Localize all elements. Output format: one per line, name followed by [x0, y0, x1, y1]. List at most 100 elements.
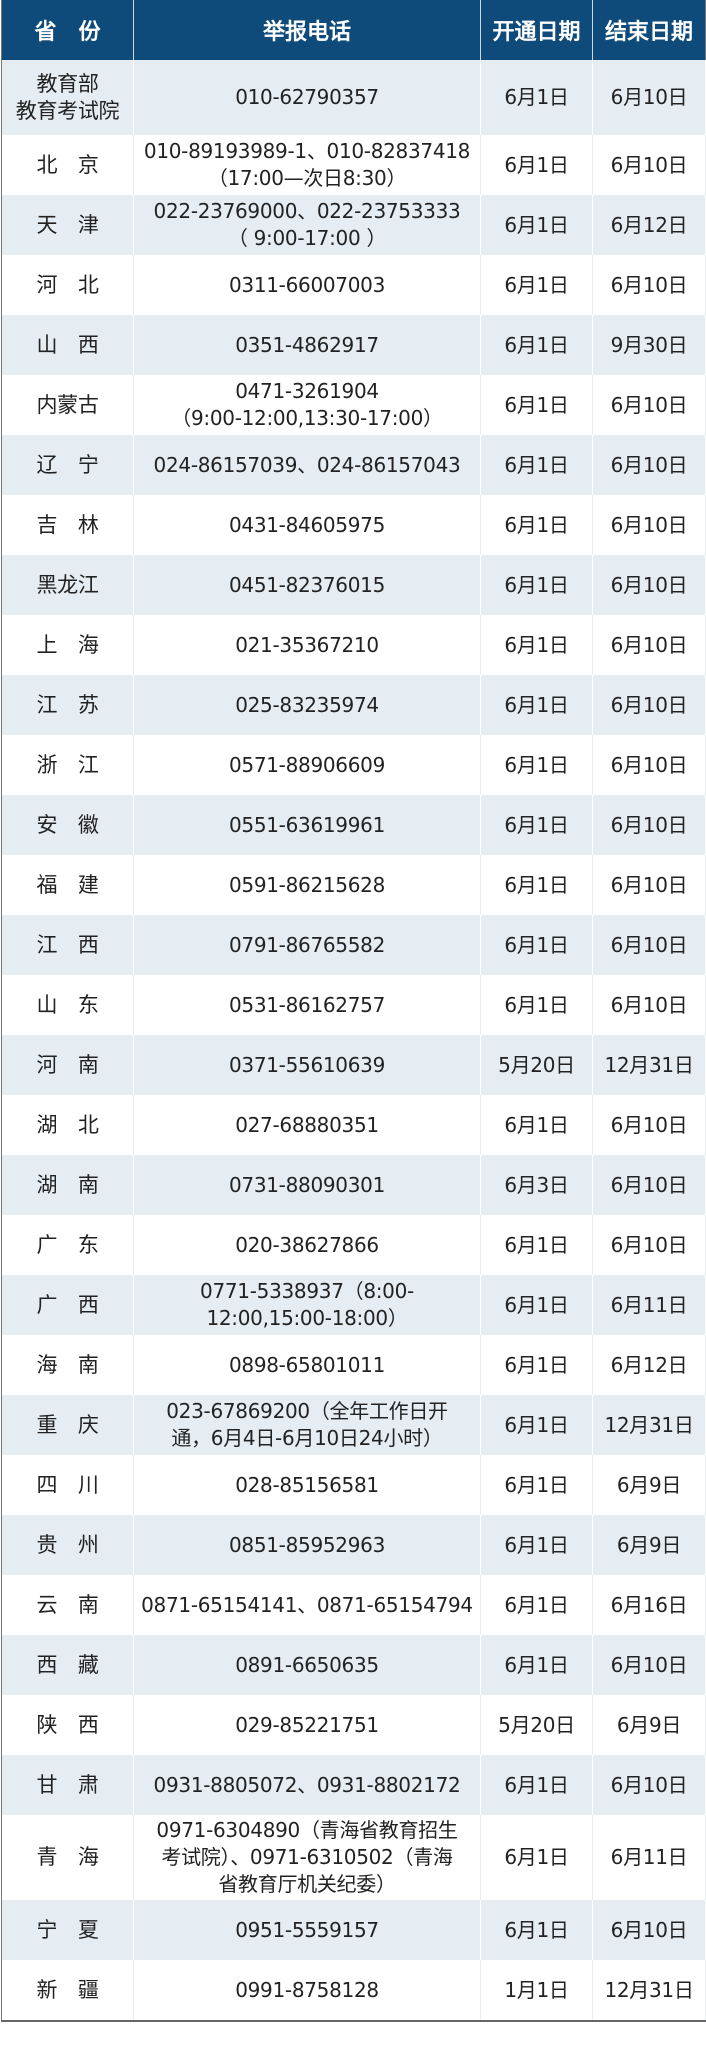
phone-cell: 022-23769000、022-23753333 （ 9:00-17:00 ）	[133, 195, 481, 255]
end-date-cell: 12月31日	[592, 1395, 706, 1455]
phone-cell: 0531-86162757	[133, 975, 481, 1035]
start-date-cell: 5月20日	[480, 1035, 593, 1095]
province-cell: 辽 宁	[1, 435, 134, 495]
province-cell: 江 西	[1, 915, 134, 975]
table-row: 海 南 0898-65801011 6月1日 6月12日	[1, 1335, 706, 1395]
start-date-cell: 6月1日	[480, 375, 593, 435]
province-cell: 四 川	[1, 1455, 134, 1515]
province-cell: 湖 南	[1, 1155, 134, 1215]
province-cell: 山 西	[1, 315, 134, 375]
start-date-cell: 6月1日	[480, 1395, 593, 1455]
phone-cell: 0731-88090301	[133, 1155, 481, 1215]
end-date-cell: 6月10日	[592, 855, 706, 915]
table-row: 甘 肃 0931-8805072、0931-8802172 6月1日 6月10日	[1, 1755, 706, 1815]
table-body: 教育部 教育考试院 010-62790357 6月1日 6月10日北 京 010-8919…	[1, 60, 706, 2021]
phone-cell: 029-85221751	[133, 1695, 481, 1755]
end-date-cell: 6月10日	[592, 915, 706, 975]
table-row: 青 海 0971-6304890（青海省教育招生 考试院）、0971-6310502…	[1, 1815, 706, 1900]
end-date-cell: 6月9日	[592, 1455, 706, 1515]
table-row: 湖 北 027-68880351 6月1日 6月10日	[1, 1095, 706, 1155]
end-date-cell: 6月12日	[592, 1335, 706, 1395]
header-start-date: 开通日期	[480, 0, 593, 60]
start-date-cell: 6月1日	[480, 315, 593, 375]
phone-cell: 0871-65154141、0871-65154794	[133, 1575, 481, 1635]
province-cell: 江 苏	[1, 675, 134, 735]
start-date-cell: 6月1日	[480, 555, 593, 615]
province-cell: 西 藏	[1, 1635, 134, 1695]
table-row: 上 海 021-35367210 6月1日 6月10日	[1, 615, 706, 675]
phone-cell: 0951-5559157	[133, 1900, 481, 1960]
start-date-cell: 6月1日	[480, 1215, 593, 1275]
start-date-cell: 6月1日	[480, 615, 593, 675]
phone-cell: 0991-8758128	[133, 1960, 481, 2021]
end-date-cell: 6月10日	[592, 495, 706, 555]
start-date-cell: 6月1日	[480, 1275, 593, 1335]
phone-cell: 024-86157039、024-86157043	[133, 435, 481, 495]
province-cell: 浙 江	[1, 735, 134, 795]
table-row: 云 南 0871-65154141、0871-65154794 6月1日 6月16日	[1, 1575, 706, 1635]
province-cell: 重 庆	[1, 1395, 134, 1455]
start-date-cell: 6月1日	[480, 915, 593, 975]
table-row: 西 藏 0891-6650635 6月1日 6月10日	[1, 1635, 706, 1695]
phone-cell: 010-89193989-1、010-82837418 （17:00—次日8:30…	[133, 135, 481, 195]
start-date-cell: 6月1日	[480, 435, 593, 495]
province-cell: 云 南	[1, 1575, 134, 1635]
phone-cell: 021-35367210	[133, 615, 481, 675]
phone-cell: 0791-86765582	[133, 915, 481, 975]
start-date-cell: 6月1日	[480, 975, 593, 1035]
start-date-cell: 6月1日	[480, 1335, 593, 1395]
end-date-cell: 6月10日	[592, 255, 706, 315]
phone-cell: 0351-4862917	[133, 315, 481, 375]
phone-cell: 0891-6650635	[133, 1635, 481, 1695]
province-cell: 福 建	[1, 855, 134, 915]
table-row: 福 建 0591-86215628 6月1日 6月10日	[1, 855, 706, 915]
start-date-cell: 5月20日	[480, 1695, 593, 1755]
province-cell: 黑龙江	[1, 555, 134, 615]
table-row: 陕 西 029-85221751 5月20日 6月9日	[1, 1695, 706, 1755]
phone-cell: 0551-63619961	[133, 795, 481, 855]
start-date-cell: 6月1日	[480, 495, 593, 555]
start-date-cell: 6月1日	[480, 1095, 593, 1155]
province-cell: 北 京	[1, 135, 134, 195]
table-row: 辽 宁 024-86157039、024-86157043 6月1日 6月10日	[1, 435, 706, 495]
start-date-cell: 6月1日	[480, 1755, 593, 1815]
table-row: 教育部 教育考试院 010-62790357 6月1日 6月10日	[1, 60, 706, 135]
start-date-cell: 6月3日	[480, 1155, 593, 1215]
start-date-cell: 6月1日	[480, 735, 593, 795]
table-row: 湖 南 0731-88090301 6月3日 6月10日	[1, 1155, 706, 1215]
phone-cell: 0931-8805072、0931-8802172	[133, 1755, 481, 1815]
start-date-cell: 6月1日	[480, 1900, 593, 1960]
end-date-cell: 6月10日	[592, 135, 706, 195]
phone-cell: 0451-82376015	[133, 555, 481, 615]
province-cell: 青 海	[1, 1815, 134, 1900]
start-date-cell: 6月1日	[480, 195, 593, 255]
province-cell: 贵 州	[1, 1515, 134, 1575]
phone-cell: 0851-85952963	[133, 1515, 481, 1575]
start-date-cell: 6月1日	[480, 1635, 593, 1695]
table-row: 山 西 0351-4862917 6月1日 9月30日	[1, 315, 706, 375]
province-cell: 湖 北	[1, 1095, 134, 1155]
phone-cell: 0591-86215628	[133, 855, 481, 915]
start-date-cell: 6月1日	[480, 1515, 593, 1575]
start-date-cell: 1月1日	[480, 1960, 593, 2021]
end-date-cell: 6月10日	[592, 615, 706, 675]
phone-cell: 0571-88906609	[133, 735, 481, 795]
province-cell: 甘 肃	[1, 1755, 134, 1815]
phone-cell: 0471-3261904 （9:00-12:00,13:30-17:00）	[133, 375, 481, 435]
table-row: 河 南 0371-55610639 5月20日 12月31日	[1, 1035, 706, 1095]
start-date-cell: 6月1日	[480, 1575, 593, 1635]
end-date-cell: 6月9日	[592, 1695, 706, 1755]
table-row: 吉 林 0431-84605975 6月1日 6月10日	[1, 495, 706, 555]
province-cell: 教育部 教育考试院	[1, 60, 134, 135]
phone-cell: 020-38627866	[133, 1215, 481, 1275]
phone-cell: 010-62790357	[133, 60, 481, 135]
province-cell: 上 海	[1, 615, 134, 675]
phone-cell: 023-67869200（全年工作日开 通，6月4日-6月10日24小时）	[133, 1395, 481, 1455]
table-row: 宁 夏 0951-5559157 6月1日 6月10日	[1, 1900, 706, 1960]
table-row: 黑龙江 0451-82376015 6月1日 6月10日	[1, 555, 706, 615]
end-date-cell: 6月12日	[592, 195, 706, 255]
province-cell: 宁 夏	[1, 1900, 134, 1960]
end-date-cell: 6月10日	[592, 1095, 706, 1155]
end-date-cell: 6月10日	[592, 375, 706, 435]
table-row: 天 津 022-23769000、022-23753333 （ 9:00-17:00…	[1, 195, 706, 255]
